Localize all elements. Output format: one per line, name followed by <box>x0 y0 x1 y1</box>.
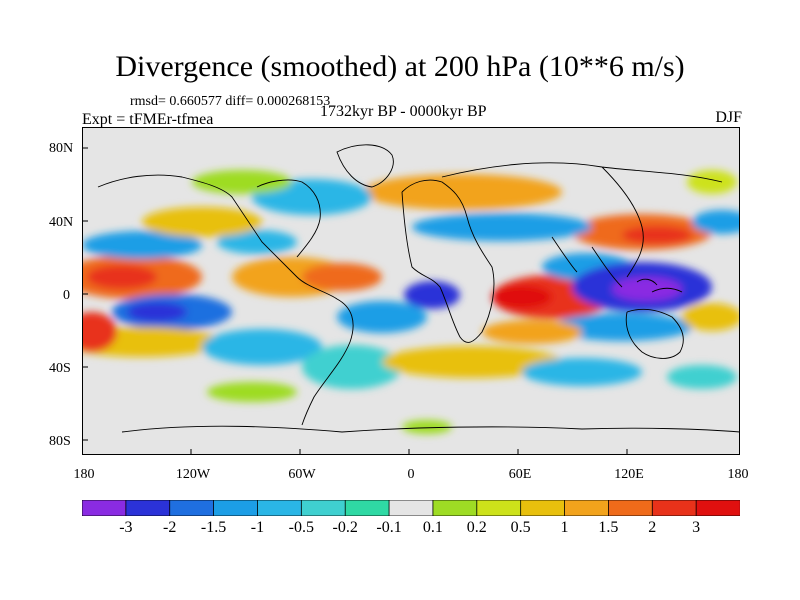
colorbar-swatch <box>476 500 522 516</box>
colorbar-label: -0.2 <box>332 519 358 536</box>
colorbar-label: -0.1 <box>376 519 402 536</box>
lon-label-0: 0 <box>407 467 415 482</box>
lon-label-120e: 120E <box>614 467 644 482</box>
lon-label-60e: 60E <box>508 467 532 482</box>
lat-label-0: 0 <box>63 288 70 303</box>
map-title: Divergence (smoothed) at 200 hPa (10**6 … <box>115 50 685 83</box>
experiment-label: Expt = tFMEr-tfmea <box>82 111 214 128</box>
period-label: 1732kyr BP - 0000kyr BP <box>320 103 487 120</box>
lon-label-180-left: 180 <box>73 467 95 482</box>
colorbar-label: 2 <box>648 519 657 536</box>
colorbar-label: 0.1 <box>422 519 443 536</box>
divergence-field <box>82 170 740 434</box>
colorbar-swatch <box>608 500 653 516</box>
season-label: DJF <box>715 109 742 126</box>
divergence-map <box>82 127 740 455</box>
colorbar-label: 0.2 <box>466 519 487 536</box>
colorbar-swatch <box>432 500 478 516</box>
colorbar-label: 3 <box>692 519 701 536</box>
colorbar-swatch <box>388 500 434 516</box>
colorbar-swatch <box>520 500 566 516</box>
colorbar-swatch <box>651 500 697 516</box>
map-frame <box>82 127 740 455</box>
lat-label-80s: 80S <box>49 434 71 449</box>
lon-label-60w: 60W <box>288 467 316 482</box>
colorbar-label: -1 <box>250 519 265 536</box>
map-ticks <box>82 147 628 455</box>
stats-subtitle: rmsd= 0.660577 diff= 0.000268153 <box>130 94 331 109</box>
colorbar-swatch <box>300 500 346 516</box>
colorbar-label: -2 <box>163 519 177 536</box>
lat-label-40n: 40N <box>49 215 74 230</box>
lon-label-120w: 120W <box>175 467 211 482</box>
colorbar-swatch <box>564 500 610 516</box>
coastlines <box>97 144 740 433</box>
colorbar-swatch <box>213 500 259 516</box>
colorbar-swatch <box>82 500 127 516</box>
colorbar-label: 1 <box>560 519 569 536</box>
colorbar-label: 1.5 <box>598 519 619 536</box>
colorbar-swatch <box>695 500 740 516</box>
colorbar-label: -1.5 <box>200 519 227 536</box>
lat-label-40s: 40S <box>49 361 71 376</box>
lon-label-180-right: 180 <box>727 467 749 482</box>
colorbar <box>82 500 740 516</box>
lat-label-80n: 80N <box>49 141 74 156</box>
colorbar-swatch <box>125 500 171 516</box>
colorbar-label: -0.5 <box>288 519 314 536</box>
colorbar-swatch <box>169 500 215 516</box>
colorbar-label: -3 <box>119 519 133 536</box>
colorbar-swatch <box>344 500 390 516</box>
colorbar-swatch <box>257 500 303 516</box>
colorbar-label: 0.5 <box>510 519 531 536</box>
